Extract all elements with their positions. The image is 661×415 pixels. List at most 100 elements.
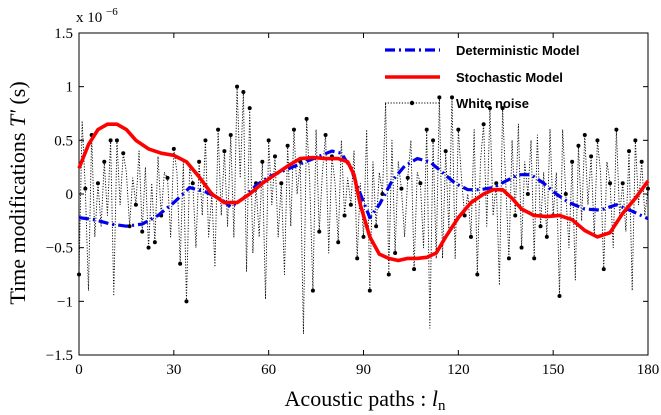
white-noise-point	[532, 256, 537, 261]
white-noise-point	[171, 146, 176, 151]
white-noise-point	[633, 138, 638, 143]
white-noise-point	[570, 159, 575, 164]
x-tick-label: 60	[261, 362, 276, 378]
white-noise-point	[620, 181, 625, 186]
x-tick-label: 30	[166, 362, 181, 378]
white-noise-point	[608, 181, 613, 186]
y-tick-label: 1	[66, 80, 74, 96]
white-noise-point	[336, 240, 341, 245]
white-noise-point	[178, 261, 183, 266]
white-noise-point	[481, 122, 486, 127]
white-noise-point	[513, 213, 518, 218]
x-tick-label: 150	[542, 362, 565, 378]
white-noise-point	[228, 132, 233, 137]
white-noise-point	[443, 149, 448, 154]
white-noise-point	[152, 240, 157, 245]
white-noise-point	[140, 229, 145, 234]
x-tick-label: 0	[75, 362, 83, 378]
white-noise-point	[266, 138, 271, 143]
white-noise-point	[576, 143, 581, 148]
white-noise-point	[304, 116, 309, 121]
white-noise-point	[456, 127, 461, 132]
y-tick-label: 1.5	[54, 26, 73, 42]
white-noise-point	[405, 175, 410, 180]
white-noise-point	[348, 202, 353, 207]
white-noise-point	[557, 293, 562, 298]
white-noise-point	[279, 181, 284, 186]
y-tick-label: 0	[66, 187, 74, 203]
white-noise-point	[95, 181, 100, 186]
white-noise-point	[487, 106, 492, 111]
x-axis-label: Acoustic paths : ln	[285, 386, 446, 414]
white-noise-point	[367, 288, 372, 293]
white-noise-point	[272, 154, 277, 159]
white-noise-point	[291, 127, 296, 132]
white-noise-point	[77, 272, 81, 277]
white-noise-point	[418, 181, 423, 186]
white-noise-point	[310, 288, 315, 293]
white-noise-point	[323, 132, 328, 137]
x-tick-label: 180	[637, 362, 660, 378]
x-tick-label: 90	[356, 362, 371, 378]
y-tick-label: 0.5	[54, 133, 73, 149]
legend-label-stochastic: Stochastic Model	[456, 70, 563, 85]
white-noise-point	[108, 138, 113, 143]
white-noise-point	[355, 256, 360, 261]
white-noise-point	[614, 127, 619, 132]
white-noise-point	[601, 267, 606, 272]
white-noise-point	[646, 186, 650, 191]
white-noise-point	[412, 267, 417, 272]
white-noise-point	[424, 127, 429, 132]
white-noise-point	[247, 106, 252, 111]
white-noise-point	[83, 186, 88, 191]
white-noise-point	[190, 181, 195, 186]
white-noise-point	[235, 84, 240, 89]
white-noise-point	[127, 224, 132, 229]
white-noise-point	[525, 192, 530, 196]
y-axis-label: Time modifications T' (s)	[5, 81, 30, 304]
white-noise-point	[595, 138, 600, 143]
white-noise-point	[437, 95, 442, 100]
white-noise-point	[285, 143, 290, 148]
white-noise-point	[165, 175, 170, 180]
white-noise-point	[563, 192, 568, 196]
series-layer	[77, 84, 650, 334]
white-noise-point	[133, 202, 138, 207]
white-noise-point	[146, 245, 151, 250]
white-noise-point	[121, 151, 126, 156]
white-noise-point	[203, 138, 208, 143]
series-line-deterministic	[78, 149, 649, 228]
white-noise-point	[386, 272, 391, 277]
white-noise-point	[102, 159, 107, 164]
tick-layer: 0 30 60 90 120 150 180 −1.5 −1 −0.5 0 0.5 1 1.5	[46, 26, 659, 378]
white-noise-point	[582, 132, 587, 137]
white-noise-point	[241, 90, 246, 95]
white-noise-point	[475, 272, 480, 277]
white-noise-point	[519, 245, 524, 250]
legend-marker-white-noise	[409, 100, 415, 106]
white-noise-point	[468, 234, 473, 239]
y-tick-label: −0.5	[46, 241, 73, 257]
legend-label-deterministic: Deterministic Model	[456, 43, 580, 58]
white-noise-point	[317, 229, 322, 234]
white-noise-point	[222, 149, 227, 154]
white-noise-point	[506, 256, 511, 261]
white-noise-point	[114, 138, 119, 143]
white-noise-point	[197, 159, 202, 164]
white-noise-point	[450, 95, 455, 100]
white-noise-point	[342, 213, 347, 218]
white-noise-point	[589, 154, 594, 159]
white-noise-point	[184, 299, 189, 304]
white-noise-point	[393, 251, 398, 256]
y-tick-label: −1	[57, 294, 73, 310]
white-noise-point	[399, 186, 404, 191]
white-noise-point	[627, 149, 632, 154]
white-noise-point	[544, 234, 549, 239]
series-line-stochastic	[77, 122, 650, 263]
y-exponent-label: x 10 −6	[76, 6, 118, 26]
white-noise-point	[361, 234, 366, 239]
x-tick-label: 120	[447, 362, 470, 378]
white-noise-point	[374, 224, 379, 229]
legend-label-white-noise: White noise	[456, 96, 529, 111]
